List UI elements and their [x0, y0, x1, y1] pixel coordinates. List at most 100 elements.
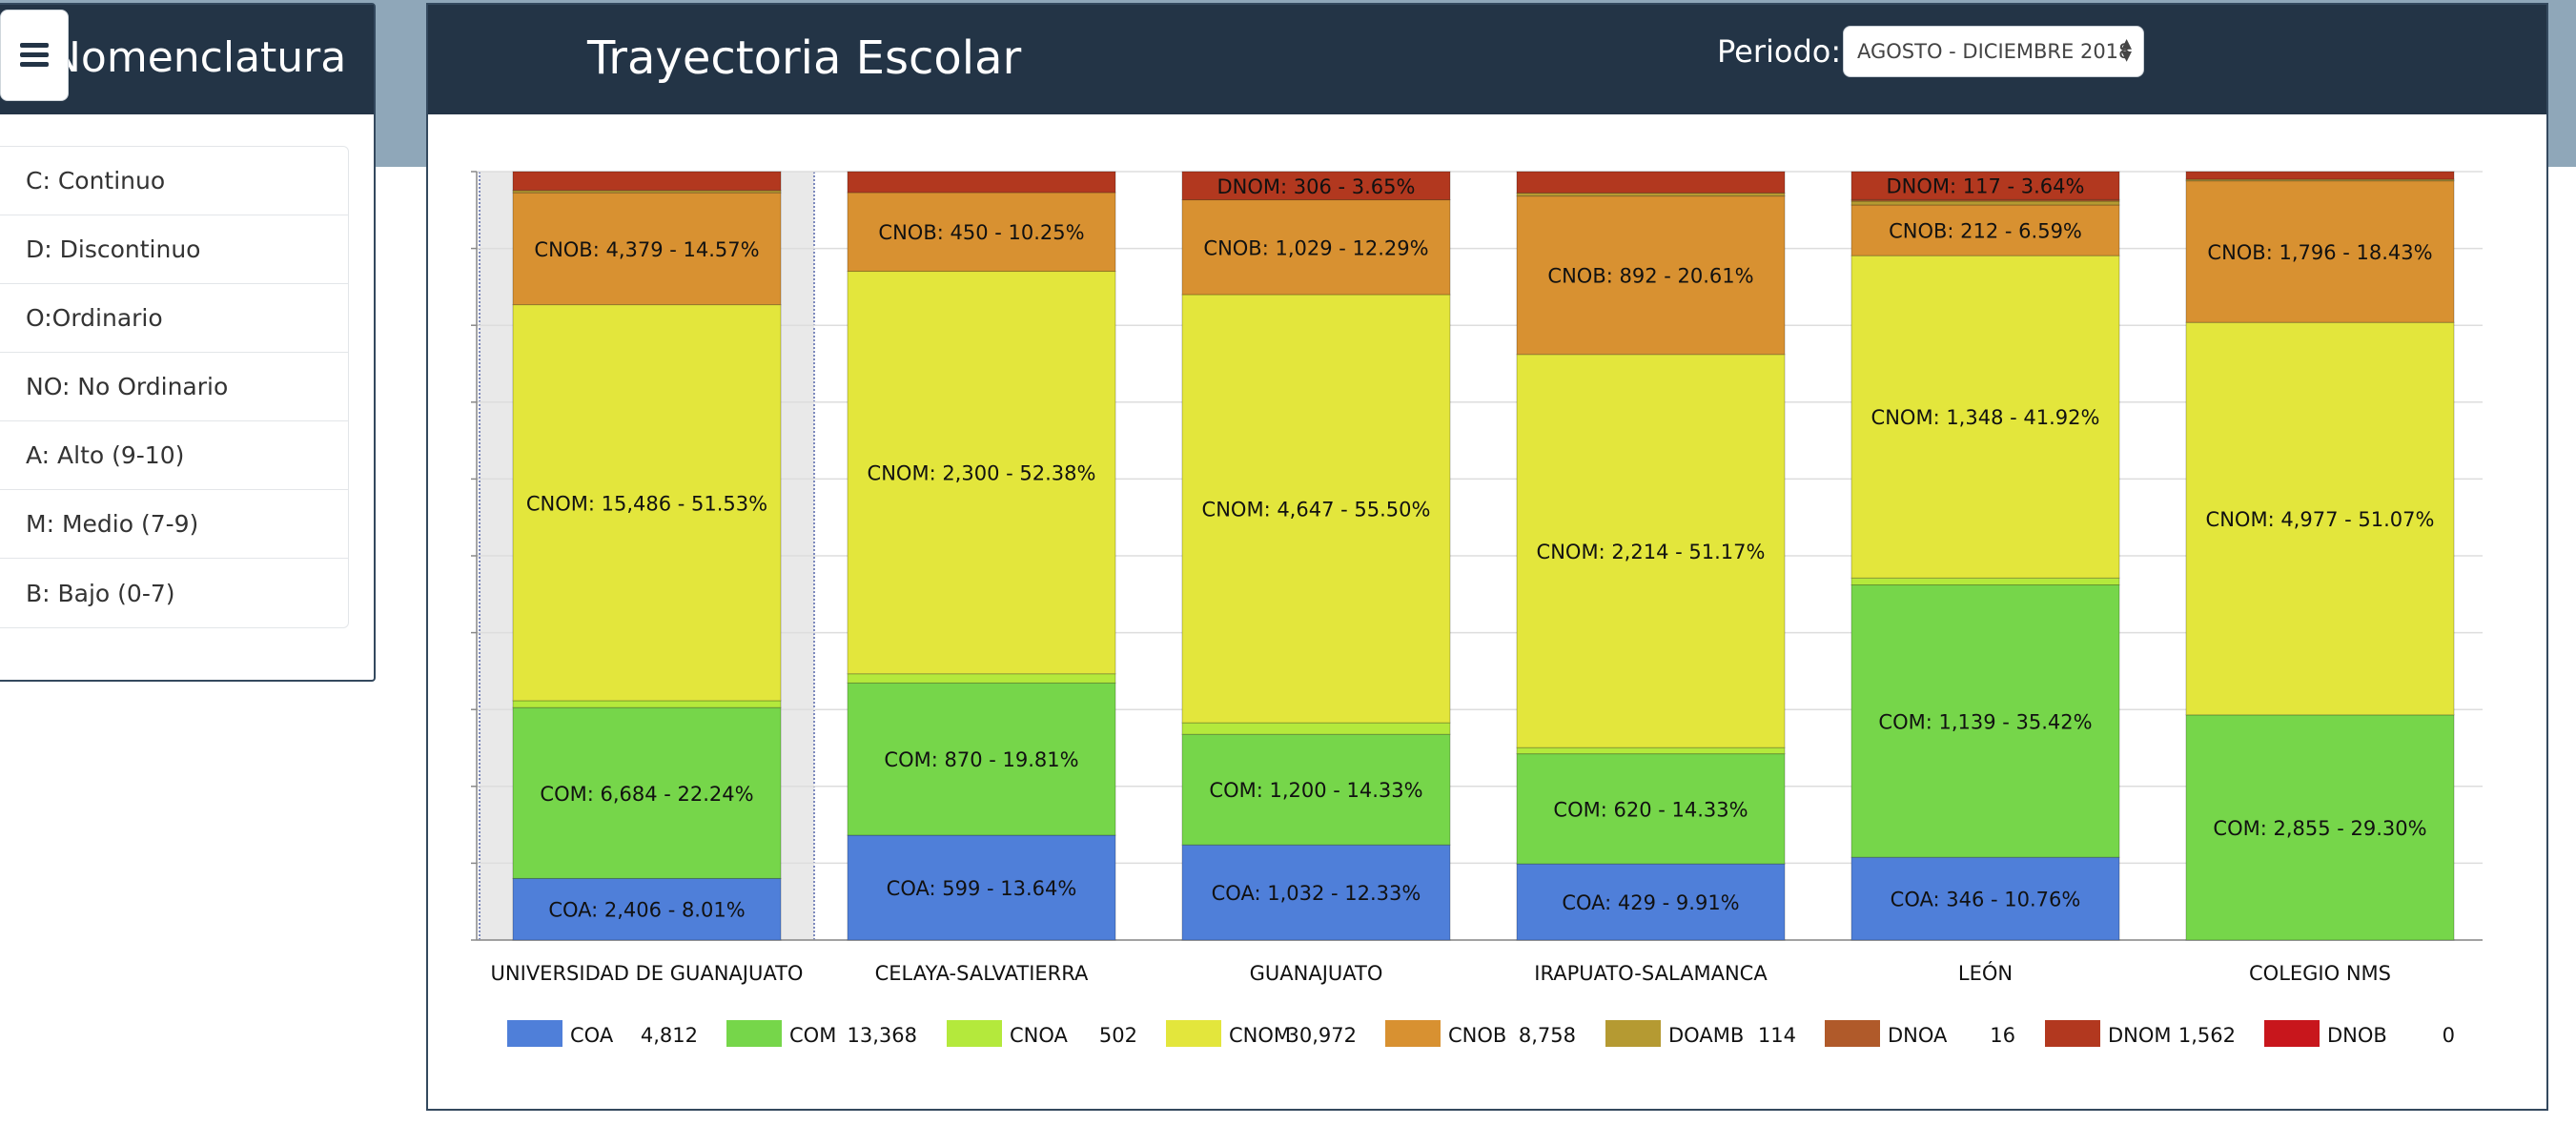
data-label: CNOB: 450 - 10.25%	[878, 221, 1084, 244]
bar-segment	[1850, 584, 2120, 858]
legend-swatch	[2264, 1020, 2320, 1047]
data-label: CNOB: 4,379 - 14.57%	[534, 238, 759, 261]
bar-segment	[847, 192, 1116, 273]
bar-segment	[512, 877, 782, 941]
bar-segment	[1181, 722, 1451, 735]
x-tick-label: GUANAJUATO	[1250, 962, 1383, 985]
bar-segment	[2185, 321, 2455, 716]
legend-total: 4,812	[641, 1024, 698, 1047]
legend-swatch	[507, 1020, 562, 1047]
bar-segment	[2185, 180, 2455, 323]
data-label: COM: 2,855 - 29.30%	[2213, 817, 2426, 840]
x-tick-label: IRAPUATO-SALAMANCA	[1534, 962, 1768, 985]
x-tick-label: UNIVERSIDAD DE GUANAJUATO	[491, 962, 804, 985]
legend-label: CNOA	[1010, 1024, 1069, 1047]
data-label: CNOM: 2,300 - 52.38%	[868, 462, 1096, 485]
data-label: CNOM: 4,647 - 55.50%	[1202, 499, 1431, 522]
data-label: COM: 1,200 - 14.33%	[1209, 779, 1422, 802]
data-label: CNOM: 15,486 - 51.53%	[526, 492, 767, 515]
data-label: COA: 599 - 13.64%	[887, 877, 1077, 900]
list-item: C: Continuo	[0, 147, 348, 215]
legend-total: 0	[2443, 1024, 2455, 1047]
data-label: COA: 1,032 - 12.33%	[1212, 882, 1421, 905]
hamburger-icon	[20, 43, 49, 68]
legend-label: DNOA	[1888, 1024, 1948, 1047]
bar-segment	[1516, 747, 1786, 755]
periodo-label: Periodo:	[1717, 33, 1842, 70]
list-item: B: Bajo (0-7)	[26, 579, 175, 607]
legend-total: 1,562	[2178, 1024, 2236, 1047]
nomenclatura-list: C: Continuo D: Discontinuo O:Ordinario N…	[0, 146, 349, 628]
bar-segment	[847, 673, 1116, 684]
legend-total: 114	[1758, 1024, 1796, 1047]
bar-segment	[1181, 199, 1451, 296]
legend-total: 502	[1099, 1024, 1137, 1047]
bar-segment	[2185, 171, 2455, 180]
list-item: M: Medio (7-9)	[0, 490, 348, 559]
legend-total: 13,368	[848, 1024, 917, 1047]
data-label: COM: 620 - 14.33%	[1553, 798, 1748, 821]
legend-label: CNOM	[1229, 1024, 1291, 1047]
legend-label: COA	[570, 1024, 614, 1047]
bar-segment	[1850, 577, 2120, 586]
bar-segment	[1181, 733, 1451, 846]
bar-segment	[847, 271, 1116, 675]
legend-swatch	[726, 1020, 782, 1047]
bar-segment	[1850, 204, 2120, 256]
x-tick-label: CELAYA-SALVATIERRA	[875, 962, 1089, 985]
data-label: DNOM: 306 - 3.65%	[1216, 175, 1415, 198]
trayectoria-header: Trayectoria Escolar Periodo: AGOSTO - DI…	[428, 5, 2546, 114]
select-arrows-icon: ▲ ▼	[2121, 36, 2132, 64]
legend-label: CNOB	[1448, 1024, 1506, 1047]
bar-segment	[1516, 171, 1786, 194]
data-label: CNOB: 212 - 6.59%	[1889, 220, 2082, 243]
data-label: CNOB: 1,029 - 12.29%	[1203, 236, 1428, 259]
data-label: CNOM: 1,348 - 41.92%	[1871, 406, 2100, 429]
list-item: A: Alto (9-10)	[0, 421, 348, 490]
data-label: CNOM: 2,214 - 51.17%	[1537, 541, 1766, 563]
legend-swatch	[1385, 1020, 1441, 1047]
legend-swatch	[1605, 1020, 1661, 1047]
bar-segment	[1181, 294, 1451, 724]
page-title: Trayectoria Escolar	[587, 31, 1022, 85]
bar-segment	[512, 171, 782, 192]
bar-segment	[1850, 171, 2120, 200]
legend-label: DNOM	[2108, 1024, 2172, 1047]
data-label: DNOM: 117 - 3.64%	[1886, 175, 2084, 198]
bar-segment	[512, 192, 782, 306]
list-item: O:Ordinario	[0, 284, 348, 353]
bar-segment	[2185, 714, 2455, 941]
list-item: D: Discontinuo	[0, 215, 348, 284]
bar-segment	[847, 834, 1116, 941]
legend-total: 16	[1990, 1024, 2015, 1047]
bar-segment	[1850, 255, 2120, 579]
periodo-select[interactable]: AGOSTO - DICIEMBRE 2018 ▲ ▼	[1843, 26, 2144, 77]
data-label: COA: 429 - 9.91%	[1562, 891, 1739, 914]
hamburger-menu-button[interactable]	[0, 10, 69, 101]
bar-segment	[512, 706, 782, 879]
legend-swatch	[2045, 1020, 2100, 1047]
bar-segment	[1516, 863, 1786, 941]
legend-total: 8,758	[1519, 1024, 1576, 1047]
bar-segment	[1516, 195, 1786, 356]
x-tick-label: LEÓN	[1958, 961, 2013, 985]
data-label: COM: 6,684 - 22.24%	[540, 783, 753, 806]
bar-segment	[1850, 200, 2120, 206]
bar-segment	[512, 700, 782, 708]
bar-segment	[512, 304, 782, 702]
list-item: NO: No Ordinario	[0, 353, 348, 421]
nomenclatura-panel: Nomenclatura C: Continuo D: Discontinuo …	[0, 3, 376, 682]
data-label: CNOB: 1,796 - 18.43%	[2207, 241, 2432, 264]
bar-segment	[1181, 171, 1451, 201]
data-label: CNOB: 892 - 20.61%	[1547, 265, 1753, 288]
bar-segment	[1516, 753, 1786, 865]
data-label: COA: 2,406 - 8.01%	[548, 899, 745, 922]
legend-label: DOAMB	[1668, 1024, 1744, 1047]
data-label: COA: 346 - 10.76%	[1891, 889, 2081, 911]
legend-label: DNOB	[2327, 1024, 2387, 1047]
legend-label: COM	[789, 1024, 836, 1047]
legend-swatch	[1166, 1020, 1221, 1047]
bar-segment	[1516, 354, 1786, 748]
periodo-selected-value: AGOSTO - DICIEMBRE 2018	[1857, 40, 2132, 63]
